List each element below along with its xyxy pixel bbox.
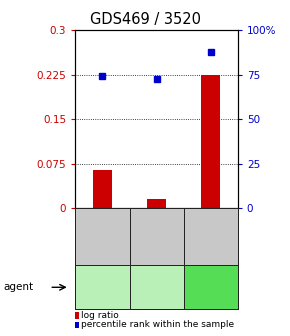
Text: log ratio: log ratio [81,311,119,320]
Text: CGS: CGS [199,282,222,292]
Bar [147,199,166,208]
Text: percentile rank within the sample: percentile rank within the sample [81,321,235,329]
Text: GSM9185: GSM9185 [98,215,107,259]
Text: GSM9184: GSM9184 [152,215,161,259]
Bar [201,75,220,208]
Bar [93,170,112,208]
Text: GSM9189: GSM9189 [206,215,215,259]
Text: T3: T3 [96,282,109,292]
Text: agent: agent [3,282,33,292]
Text: GDS469 / 3520: GDS469 / 3520 [90,12,200,27]
Text: DITPA: DITPA [141,282,173,292]
